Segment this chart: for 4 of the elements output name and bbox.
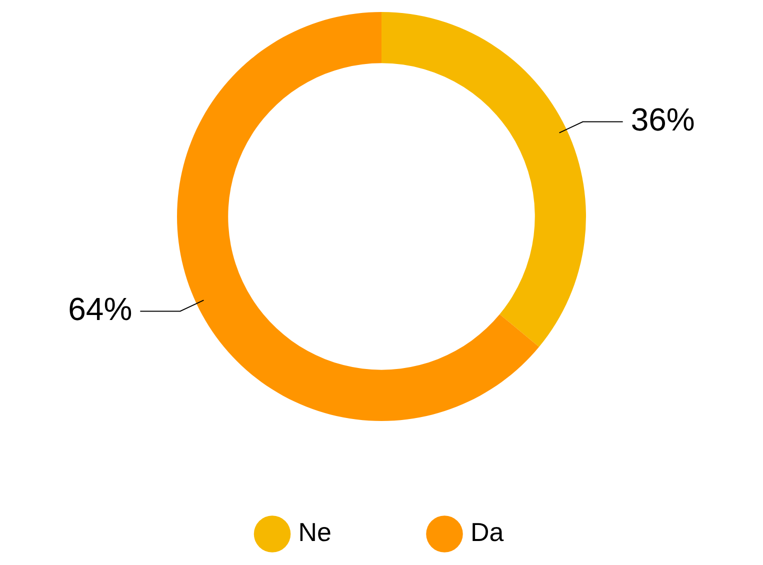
legend-label: Da <box>470 517 504 548</box>
legend-label: Ne <box>298 517 332 548</box>
data-label: 36% <box>630 102 695 138</box>
data-label: 64% <box>68 291 132 328</box>
